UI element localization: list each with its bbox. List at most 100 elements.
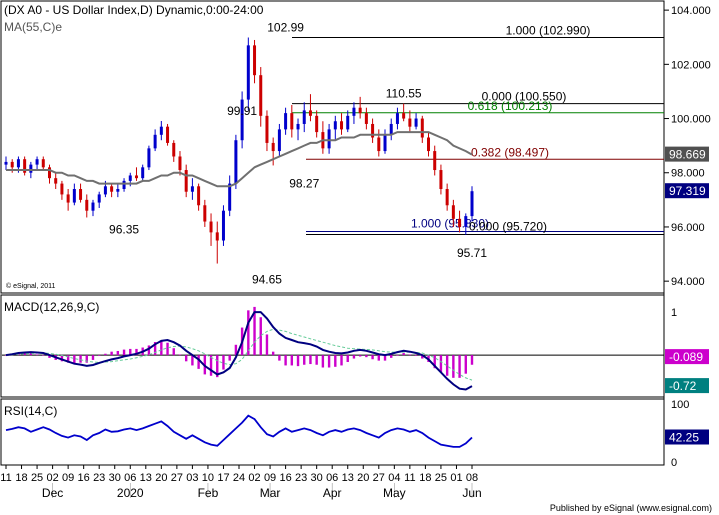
candle-body — [470, 191, 474, 217]
rsi-line — [5, 414, 473, 448]
fib-level-label: 0.000 (100.550) — [482, 90, 567, 104]
x-axis-day-label: 27 — [373, 472, 385, 484]
candle-body — [166, 126, 170, 143]
macd-hist-bar — [66, 355, 70, 363]
macd-hist-bar — [191, 355, 194, 366]
price-annotation: 110.55 — [386, 87, 422, 101]
x-axis-day-label: 06 — [326, 472, 338, 484]
candle-body — [458, 218, 462, 227]
candle-body — [420, 118, 424, 138]
candle-body — [352, 107, 356, 116]
candle-body — [433, 151, 437, 171]
macd-hist-bar — [135, 348, 138, 356]
candle-body — [445, 189, 449, 206]
macd-title: MACD(12,26,9,C) — [4, 300, 99, 314]
macd-hist-bar — [85, 355, 88, 363]
rsi-last-badge: 42.25 — [669, 430, 699, 444]
rsi-last-badge-bg — [665, 429, 709, 445]
macd-hist-badge: -0.089 — [669, 350, 703, 364]
macd-hist-bar — [147, 345, 151, 356]
macd-hist-bar — [153, 342, 157, 356]
price-annotation: 99.91 — [227, 104, 257, 118]
candle-body — [284, 113, 288, 130]
candle-body — [72, 189, 76, 203]
price-y-tick-label: 100.000 — [671, 114, 711, 126]
candle-body — [4, 161, 8, 165]
x-axis-day-label: 11 — [404, 472, 415, 484]
macd-hist-bar — [278, 355, 281, 361]
price-annotation: 98.27 — [289, 176, 319, 190]
candle-body — [47, 167, 51, 179]
candle-body — [178, 156, 182, 171]
macd-hist-bar — [247, 310, 250, 356]
macd-hist-bar — [116, 350, 120, 356]
candle-body — [371, 123, 375, 138]
macd-hist-bar — [129, 348, 132, 356]
macd-hist-bar — [296, 355, 300, 367]
fib-level-label: 1.000 (95.830) — [411, 217, 489, 231]
macd-hist-bar — [470, 355, 474, 365]
candle-body — [228, 183, 232, 211]
candle-body — [134, 175, 138, 179]
publisher-credit: Published by eSignal (www.esignal.com) — [550, 503, 712, 513]
candle-body — [389, 123, 393, 135]
macd-hist-bar — [253, 306, 256, 356]
candle-body — [402, 113, 406, 119]
candle-body — [184, 170, 188, 192]
macd-hist-bar — [439, 355, 443, 373]
candle-body — [315, 115, 319, 133]
price-title: (DX A0 - US Dollar Index,D) Dynamic,0:00… — [4, 3, 264, 17]
macd-hist-bar — [42, 355, 45, 356]
rsi-y-tick-label: 0 — [671, 457, 677, 469]
x-axis-month-label: Jun — [462, 486, 481, 500]
fib-level-label: 0.000 (95.720) — [469, 220, 547, 234]
macd-hist-bar — [445, 355, 449, 376]
candle-body — [327, 129, 331, 149]
x-axis-day-label: 18 — [15, 472, 27, 484]
macd-hist-bar — [228, 355, 231, 361]
x-axis-month-label: 2020 — [117, 486, 144, 500]
x-axis-day-label: 30 — [311, 472, 323, 484]
x-axis-month-label: May — [383, 486, 406, 500]
candle-body — [66, 194, 70, 203]
axis-layer: 11 18 25 02 09 16 23 30 06 13 20 27 03 10 17 24 02 09 16 23… — [0, 465, 482, 500]
macd-hist-bar — [452, 355, 455, 378]
macd-layer: 1 -0.089 -0.72 — [2, 306, 709, 394]
x-axis-month-label: Feb — [198, 486, 219, 500]
x-axis-day-label: 23 — [295, 472, 307, 484]
candle-body — [358, 107, 362, 114]
x-axis-month-label: Apr — [323, 486, 342, 500]
candle-body — [41, 159, 45, 168]
macd-hist-bar — [358, 355, 362, 357]
macd-hist-bar — [166, 342, 169, 356]
x-axis-month-label: Dec — [42, 486, 63, 500]
candle-body — [346, 115, 350, 130]
candle-body — [209, 221, 213, 233]
macd-line — [5, 311, 473, 391]
macd-hist-bar — [197, 355, 200, 369]
candle-body — [383, 134, 387, 152]
candle-body — [259, 75, 263, 116]
price-y-tick-label: 104.000 — [671, 5, 711, 17]
candle-body — [408, 118, 412, 127]
price-annotation: 95.71 — [457, 246, 487, 260]
candle-body — [296, 123, 300, 130]
x-axis-day-label: 13 — [140, 472, 152, 484]
candle-body — [271, 142, 275, 152]
price-layer: 104.000 102.000 100.000 98.000 96.000 94.000 1… — [4, 5, 711, 288]
candle-body — [147, 148, 151, 168]
candle-body — [333, 121, 337, 130]
x-axis-day-label: 11 — [0, 472, 11, 484]
macd-last-badge-bg — [665, 378, 709, 394]
candle-body — [85, 199, 89, 211]
candle-body — [364, 113, 368, 124]
x-axis-day-label: 09 — [264, 472, 276, 484]
ma-55-line — [6, 131, 473, 188]
x-axis-day-label: 20 — [155, 472, 167, 484]
candle-body — [290, 113, 294, 130]
macd-hist-bar — [284, 355, 287, 366]
x-axis-day-label: 16 — [279, 472, 291, 484]
candle-body — [54, 178, 58, 184]
x-axis-day-label: 02 — [248, 472, 260, 484]
x-axis-day-label: 20 — [357, 472, 369, 484]
